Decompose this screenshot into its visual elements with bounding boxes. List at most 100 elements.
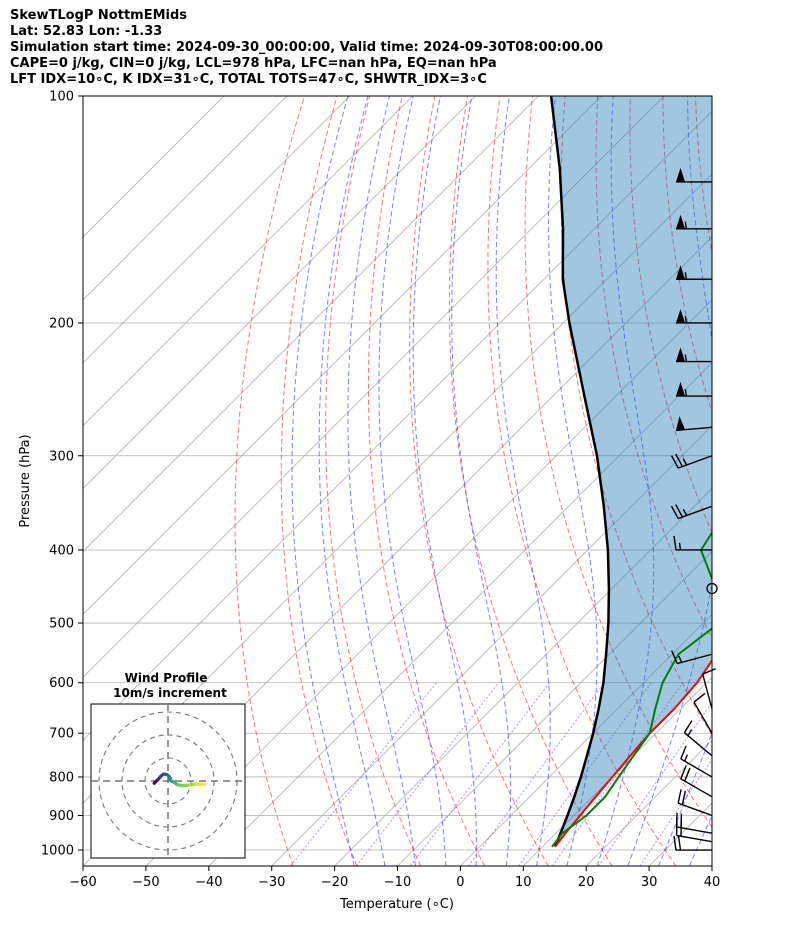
isotherm-line	[83, 96, 476, 490]
dry-adiabat	[560, 96, 712, 737]
dry-adiabat	[448, 96, 613, 866]
wind-barb	[676, 382, 712, 397]
chart-header: SkewTLogP NottmEMids Lat: 52.83 Lon: -1.…	[10, 8, 790, 88]
y-tick-label: 100	[49, 90, 74, 105]
barb-full	[675, 453, 684, 467]
convective-params-line: CAPE=0 j/kg, CIN=0 j/kg, LCL=978 hPa, LF…	[10, 56, 497, 71]
wind-barb	[676, 265, 712, 280]
inset-plot	[91, 704, 245, 858]
temperature-line	[554, 658, 712, 848]
y-tick-label: 200	[49, 316, 74, 331]
barb-full	[675, 504, 684, 518]
barb-flag	[676, 347, 685, 362]
wind-barb	[673, 535, 712, 551]
wind-barb	[670, 453, 713, 469]
barb-flag	[676, 265, 685, 280]
y-tick-label: 600	[49, 676, 74, 691]
moist-adiabat	[378, 96, 447, 866]
profile-series	[549, 96, 712, 848]
moist-adiabat	[596, 96, 655, 866]
wind-barb	[673, 835, 712, 851]
x-tick-label: −20	[321, 875, 348, 890]
barb-shaft	[702, 674, 713, 710]
barb-full	[670, 455, 679, 469]
wind-barb	[676, 416, 713, 432]
isotherm-line	[83, 96, 288, 301]
barb-full	[670, 505, 679, 519]
dry-adiabat	[280, 96, 358, 866]
x-tick-label: 30	[641, 875, 658, 890]
barb-flag	[676, 416, 686, 431]
isotherm-line	[83, 96, 351, 364]
dry-adiabat	[761, 96, 794, 866]
barb-half	[682, 508, 688, 516]
barb-shaft	[680, 758, 713, 778]
x-tick-label: −10	[384, 875, 411, 890]
wind-barb	[706, 582, 718, 595]
axes: −60 −50 −40 −30 −20 −10 0 10 20 30 40 100 200 300 400 5…	[41, 90, 720, 891]
y-tick-label: 800	[49, 770, 74, 785]
y-tick-label: 400	[49, 543, 74, 558]
calm-wind-circle	[706, 582, 718, 595]
moist-adiabat	[318, 96, 386, 866]
moist-adiabat	[495, 96, 551, 866]
isotherm-line	[775, 96, 794, 866]
wind-barbs	[670, 167, 718, 851]
x-tick-label: 10	[515, 875, 532, 890]
mixing-ratio-line	[597, 701, 712, 866]
y-axis-label: Pressure (hPa)	[18, 434, 33, 527]
barb-full	[684, 767, 691, 782]
isotherm-line	[460, 613, 712, 866]
mixing-ratio-line	[518, 682, 652, 866]
mixing-ratio-line	[551, 682, 684, 866]
x-tick-label: 40	[704, 875, 721, 890]
isotherm-line	[334, 488, 712, 866]
wind-barb	[680, 765, 713, 798]
barb-shaft	[677, 802, 713, 817]
barb-full	[673, 835, 677, 851]
parcel-profile-line	[549, 96, 611, 848]
barb-shaft	[676, 834, 713, 843]
barb-shaft	[677, 653, 713, 665]
hodograph-inset: Wind Profile 10m/s increment	[90, 671, 246, 859]
barb-full	[680, 745, 687, 760]
dry-adiabat	[367, 96, 485, 866]
inset-title: Wind Profile	[125, 671, 208, 685]
barb-shaft	[676, 826, 713, 834]
isotherm-line	[83, 110, 712, 741]
dry-adiabat	[325, 96, 422, 866]
chart-title: SkewTLogP NottmEMids	[10, 8, 188, 23]
x-tick-label: 0	[456, 875, 464, 890]
wind-barb	[683, 720, 713, 757]
barb-half	[684, 221, 688, 229]
dry-adiabat	[662, 96, 712, 414]
wind-barb	[671, 650, 713, 665]
y-tick-label: 900	[49, 809, 74, 824]
moist-adiabat	[658, 731, 712, 866]
dry-adiabat	[595, 96, 712, 640]
barb-half	[682, 458, 688, 466]
cin-shaded-area	[551, 96, 712, 847]
barb-full	[671, 650, 678, 664]
dry-adiabat	[728, 96, 794, 866]
barb-full	[677, 789, 682, 804]
isotherm-line	[145, 299, 712, 866]
dry-adiabat	[409, 96, 549, 866]
barb-flag	[676, 308, 685, 323]
moist-adiabat	[347, 96, 416, 866]
time-line: Simulation start time: 2024-09-30_00:00:…	[10, 40, 603, 55]
y-tick-label: 300	[49, 449, 74, 464]
barb-shaft	[677, 455, 713, 469]
isotherm-line	[208, 362, 712, 866]
y-tick-label: 700	[49, 727, 74, 742]
wind-barb	[676, 214, 712, 230]
isotherm-line	[711, 865, 712, 866]
barb-full	[693, 692, 706, 703]
wind-barb	[693, 692, 713, 734]
wind-barb	[676, 167, 712, 183]
wind-barb	[680, 745, 713, 778]
x-tick-label: 20	[578, 875, 595, 890]
wind-barb	[676, 308, 712, 324]
isotherm-line	[271, 425, 712, 866]
